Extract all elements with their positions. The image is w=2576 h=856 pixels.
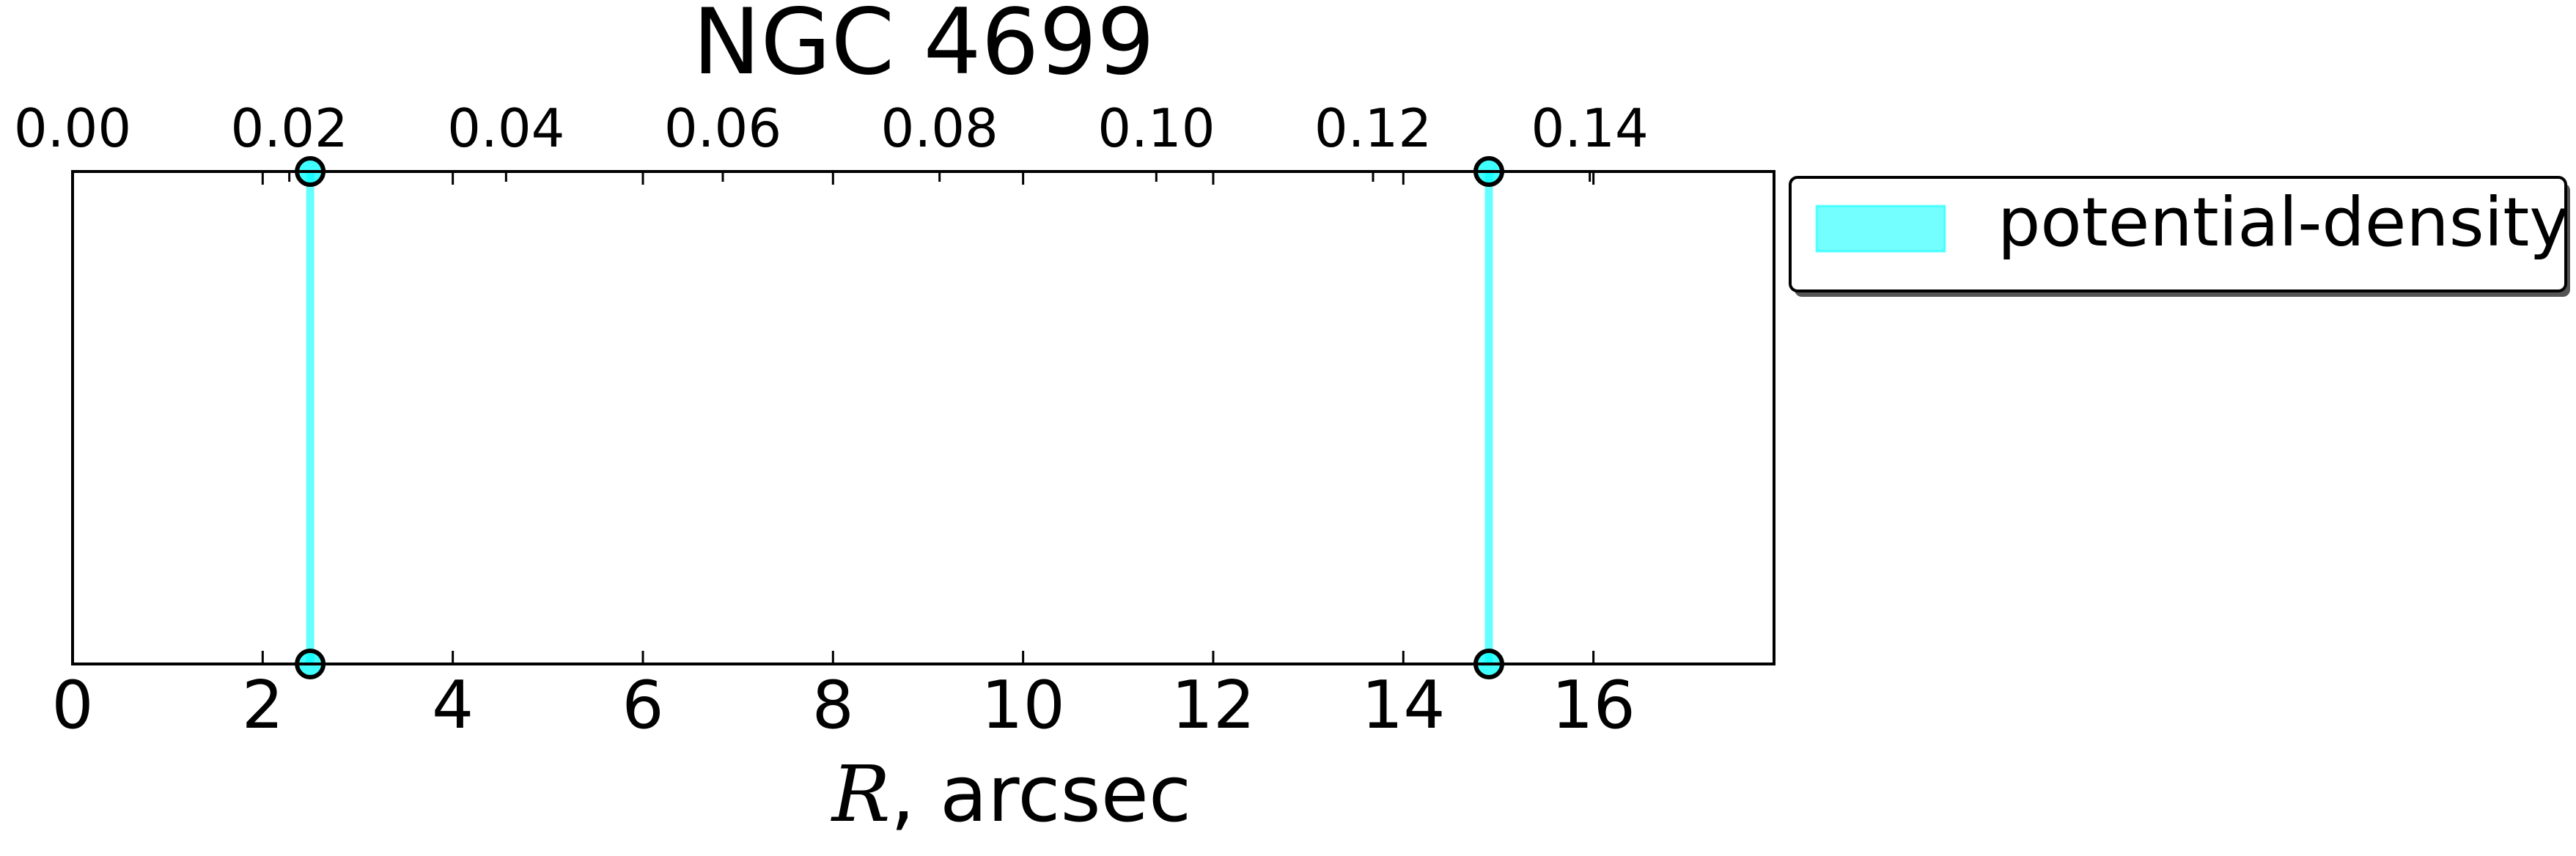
top-axis-tick-label: 0.12 (1314, 97, 1432, 159)
x-tick-label: 12 (1171, 667, 1256, 744)
top-axis-tick-label: 0.04 (447, 97, 564, 159)
x-tick-label: 2 (242, 667, 284, 744)
series-potential-density (295, 156, 1505, 679)
x-tick-label: 0 (51, 667, 93, 744)
top-axis-ticks: 0.00 0.02 0.04 0.06 0.08 0.10 0.12 0.14 (14, 97, 1649, 182)
x-tick-label: 10 (981, 667, 1065, 744)
x-tick-label: 16 (1551, 667, 1635, 744)
legend-box (1789, 176, 2567, 292)
x-tick-label: 14 (1361, 667, 1446, 744)
plot-area-frame (71, 170, 1775, 665)
chart-title: NGC 4699 (693, 0, 1155, 95)
top-axis-tick-label: 0.06 (664, 97, 781, 159)
x-tick-label: 6 (622, 667, 663, 744)
top-axis-tick-label: 0.14 (1531, 97, 1649, 159)
x-axis-label: R, arcsec (831, 749, 1191, 839)
x-tick-label: 8 (812, 667, 854, 744)
top-axis-tick-label: 0.00 (14, 97, 131, 159)
legend-label-potential-density: potential-density (1998, 183, 2569, 262)
bottom-axis-ticks: 0 2 4 6 8 10 12 14 16 (51, 171, 1635, 744)
x-axis-label-text: , arcsec (891, 749, 1192, 839)
legend-swatch-potential-density (1815, 204, 1946, 253)
x-axis-label-symbol: R (831, 749, 891, 839)
top-axis-tick-label: 0.02 (231, 97, 348, 159)
top-axis-tick-label: 0.08 (881, 97, 998, 159)
x-tick-label: 4 (432, 667, 474, 744)
legend: potential-density (1789, 176, 2570, 297)
top-axis-tick-label: 0.10 (1097, 97, 1215, 159)
